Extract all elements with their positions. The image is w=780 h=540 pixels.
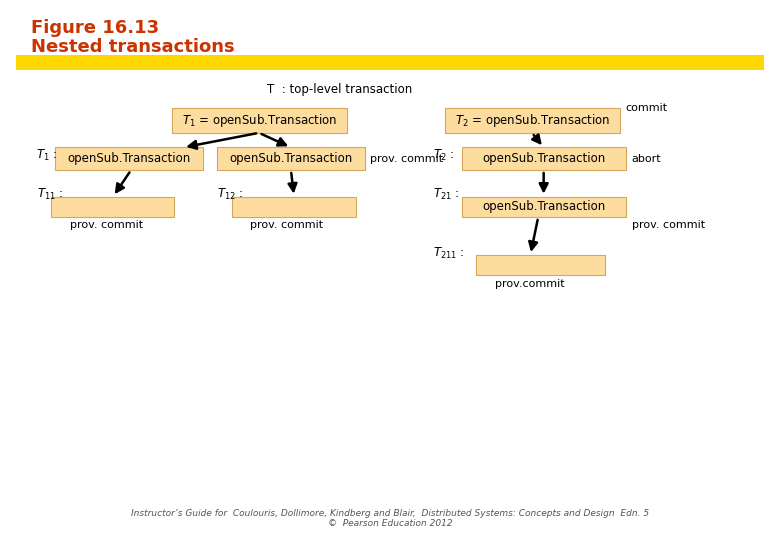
Text: prov.commit: prov.commit — [495, 279, 565, 289]
Text: Figure 16.13: Figure 16.13 — [31, 19, 159, 37]
Text: prov. commit: prov. commit — [370, 154, 444, 164]
Text: $T_{11}$ :: $T_{11}$ : — [37, 187, 64, 202]
Text: Nested transactions: Nested transactions — [31, 38, 235, 56]
FancyBboxPatch shape — [462, 197, 626, 217]
Text: $T_1$ :: $T_1$ : — [36, 148, 57, 163]
FancyBboxPatch shape — [462, 147, 626, 170]
FancyBboxPatch shape — [55, 147, 203, 170]
FancyBboxPatch shape — [232, 197, 356, 217]
Text: openSub.Transaction: openSub.Transaction — [229, 152, 353, 165]
FancyBboxPatch shape — [476, 255, 604, 275]
Text: $T_{12}$ :: $T_{12}$ : — [217, 187, 243, 202]
Text: $T_1$ = openSub.Transaction: $T_1$ = openSub.Transaction — [182, 112, 337, 129]
Text: $T_2$ = openSub.Transaction: $T_2$ = openSub.Transaction — [455, 112, 610, 129]
Text: commit: commit — [626, 103, 668, 113]
Text: openSub.Transaction: openSub.Transaction — [482, 152, 605, 165]
Text: $T_{211}$ :: $T_{211}$ : — [433, 246, 464, 261]
Text: $T_2$ :: $T_2$ : — [433, 148, 454, 163]
Text: $T_{21}$ :: $T_{21}$ : — [433, 187, 459, 202]
Text: openSub.Transaction: openSub.Transaction — [67, 152, 190, 165]
Text: T  : top-level transaction: T : top-level transaction — [267, 83, 412, 96]
FancyBboxPatch shape — [172, 108, 347, 133]
Text: Instructor’s Guide for  Coulouris, Dollimore, Kindberg and Blair,  Distributed S: Instructor’s Guide for Coulouris, Dollim… — [131, 509, 649, 528]
FancyBboxPatch shape — [217, 147, 365, 170]
FancyBboxPatch shape — [445, 108, 620, 133]
Text: prov. commit: prov. commit — [632, 220, 705, 231]
Text: prov. commit: prov. commit — [250, 220, 323, 231]
Text: prov. commit: prov. commit — [70, 220, 144, 231]
Text: openSub.Transaction: openSub.Transaction — [482, 200, 605, 213]
FancyBboxPatch shape — [16, 55, 764, 70]
FancyBboxPatch shape — [51, 197, 174, 217]
Text: abort: abort — [632, 154, 661, 164]
